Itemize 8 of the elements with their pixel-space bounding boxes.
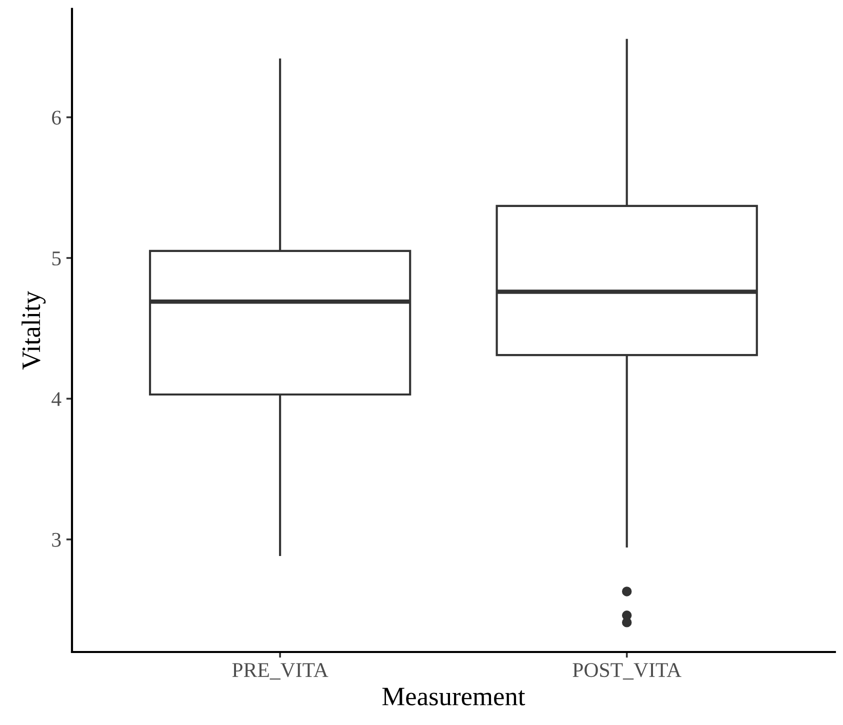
x-tick-label: POST_VITA xyxy=(572,663,682,680)
y-tick-label: 3 xyxy=(52,532,61,547)
y-axis-title: Vitality xyxy=(22,291,46,370)
x-tick-label: PRE_VITA xyxy=(232,663,328,680)
y-tick-label: 6 xyxy=(52,110,61,125)
y-tick-label: 5 xyxy=(52,252,61,266)
y-tick-label: 4 xyxy=(52,392,62,406)
x-axis-title: Measurement xyxy=(382,688,526,706)
